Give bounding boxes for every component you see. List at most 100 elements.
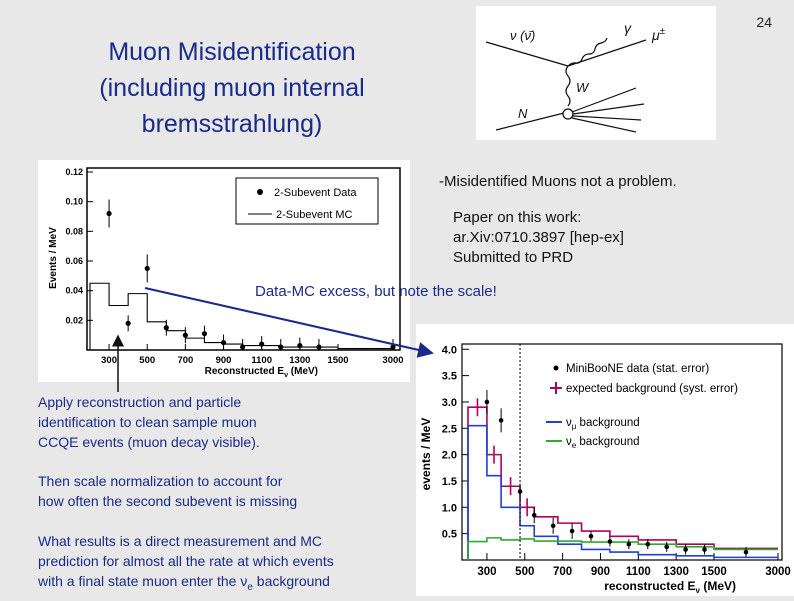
- data-point: [297, 342, 303, 349]
- y-tick-label: 3.5: [442, 371, 457, 383]
- y-tick-label: 2.0: [442, 450, 457, 462]
- expected-background-histogram: [467, 406, 778, 560]
- gamma-label: γ: [624, 20, 632, 36]
- nu-label: ν (ν̄): [510, 28, 535, 43]
- plot-frame: [461, 343, 783, 561]
- data-point: [144, 265, 150, 272]
- data-point: [626, 541, 632, 547]
- nue-background-histogram: [467, 537, 778, 560]
- w-boson-line: [565, 65, 571, 107]
- desc-line: What results is a direct measurement and…: [38, 533, 322, 549]
- x-tick-label: 1100: [251, 355, 272, 366]
- y-axis-label: Events / MeV: [48, 227, 59, 289]
- miniboone-plot: 0.5 1.0 1.5 2.0 2.5 3.0 3.5 4.0 300 500 700 900 1100…: [416, 324, 794, 596]
- data-point: [743, 549, 749, 555]
- data-point: [106, 210, 112, 217]
- data-point: [220, 339, 227, 346]
- x-tick-label: 500: [515, 566, 534, 578]
- feynman-diagram: ν (ν̄) γ μ± W N: [476, 6, 716, 140]
- desc-line: identification to clean sample muon: [38, 414, 257, 430]
- legend-data-label: MiniBooNE data (stat. error): [566, 363, 709, 375]
- data-point: [240, 344, 246, 350]
- incoming-neutrino-line: [485, 41, 569, 67]
- y-tick-label: 1.0: [442, 502, 457, 514]
- data-point: [531, 512, 537, 518]
- x-tick-label: 1500: [327, 355, 348, 366]
- photon-line: [567, 37, 608, 67]
- nucleon-line: [495, 111, 569, 131]
- x-tick-label: 1300: [289, 355, 310, 366]
- y-tick-label: 4.0: [442, 344, 457, 356]
- legend-nue-label: νe background: [566, 436, 640, 450]
- data-point: [550, 523, 556, 529]
- x-tick-label: 500: [139, 355, 155, 366]
- title-line: (including muon internal: [99, 74, 365, 102]
- x-tick-label: 700: [553, 566, 572, 578]
- title-line: bremsstrahlung): [141, 110, 323, 138]
- paper-line: Submitted to PRD: [453, 249, 574, 266]
- y-tick-label: 0.04: [65, 286, 83, 296]
- two-subevent-plot: 0.02 0.04 0.06 0.08 0.10 0.12 300 500 700 900 1100…: [38, 160, 410, 382]
- legend-numu-label: νμ background: [566, 417, 640, 431]
- legend-data-label: 2-Subevent Data: [274, 187, 357, 199]
- y-tick-label: 0.08: [65, 226, 83, 236]
- y-axis-label: events / MeV: [419, 418, 433, 491]
- x-axis-label: Reconstructed Eν (MeV): [205, 366, 318, 379]
- desc-line: with a final state muon enter the νe bac…: [38, 573, 330, 593]
- desc-line: Apply reconstruction and particle: [38, 394, 242, 410]
- data-point: [163, 325, 169, 331]
- y-tick-label: 0.02: [65, 315, 83, 325]
- data-point: [645, 541, 651, 547]
- data-point: [390, 344, 396, 350]
- data-point: [498, 418, 504, 423]
- description-p3: What results is a direct measurement and…: [38, 531, 403, 598]
- x-tick-label: 1100: [626, 566, 651, 578]
- legend-data-marker: [257, 189, 263, 195]
- legend-box: [235, 177, 379, 225]
- hadron-vertex: [562, 108, 574, 120]
- data-point: [316, 344, 322, 350]
- y-tick-label: 0.10: [65, 197, 83, 207]
- data-point: [517, 489, 523, 494]
- x-tick-label: 300: [477, 566, 496, 578]
- data-point: [702, 547, 707, 552]
- note-paper: Paper on this work: ar.Xiv:0710.3897 [he…: [453, 208, 624, 268]
- outgoing-muon-line: [567, 39, 647, 67]
- x-tick-label: 900: [216, 355, 232, 366]
- w-label: W: [576, 80, 590, 95]
- x-tick-label: 700: [177, 355, 193, 366]
- data-point: [259, 341, 265, 347]
- desc-line: Then scale normalization to account for: [38, 473, 283, 489]
- y-tick-label: 3.0: [442, 397, 457, 409]
- legend-data-marker: [553, 365, 559, 371]
- legend-expected-label: expected background (syst. error): [566, 383, 738, 395]
- desc-line: CCQE events (muon decay visible).: [38, 434, 260, 450]
- slide-number: 24: [756, 14, 772, 30]
- data-point: [201, 331, 208, 337]
- mu-label: μ±: [651, 26, 666, 43]
- y-tick-label: 0.06: [65, 256, 83, 266]
- legend-mc-label: 2-Subevent MC: [276, 209, 352, 221]
- data-point: [683, 547, 688, 552]
- y-tick-label: 0.12: [65, 167, 83, 177]
- x-tick-label: 1500: [701, 566, 727, 578]
- paper-line: Paper on this work:: [453, 209, 582, 226]
- x-tick-label: 1300: [663, 566, 689, 578]
- data-point: [664, 544, 669, 550]
- data-point: [182, 332, 188, 338]
- x-axis-label: reconstructed Eν (MeV): [604, 579, 736, 595]
- title-line: Muon Misidentification: [108, 38, 356, 66]
- description-p2: Then scale normalization to account for …: [38, 471, 403, 511]
- y-tick-label: 2.5: [442, 423, 457, 435]
- desc-line: how often the second subevent is missing: [38, 493, 298, 509]
- paper-line: ar.Xiv:0710.3897 [hep-ex]: [453, 229, 624, 246]
- x-tick-label: 3000: [382, 355, 403, 366]
- data-point: [278, 344, 284, 350]
- data-point: [569, 528, 575, 534]
- data-point: [588, 533, 594, 539]
- y-tick-label: 1.5: [442, 476, 457, 488]
- y-tick-label: 0.5: [442, 529, 457, 541]
- note-excess: Data-MC excess, but note the scale!: [255, 283, 497, 300]
- data-point: [484, 399, 490, 405]
- x-tick-label: 300: [101, 355, 117, 366]
